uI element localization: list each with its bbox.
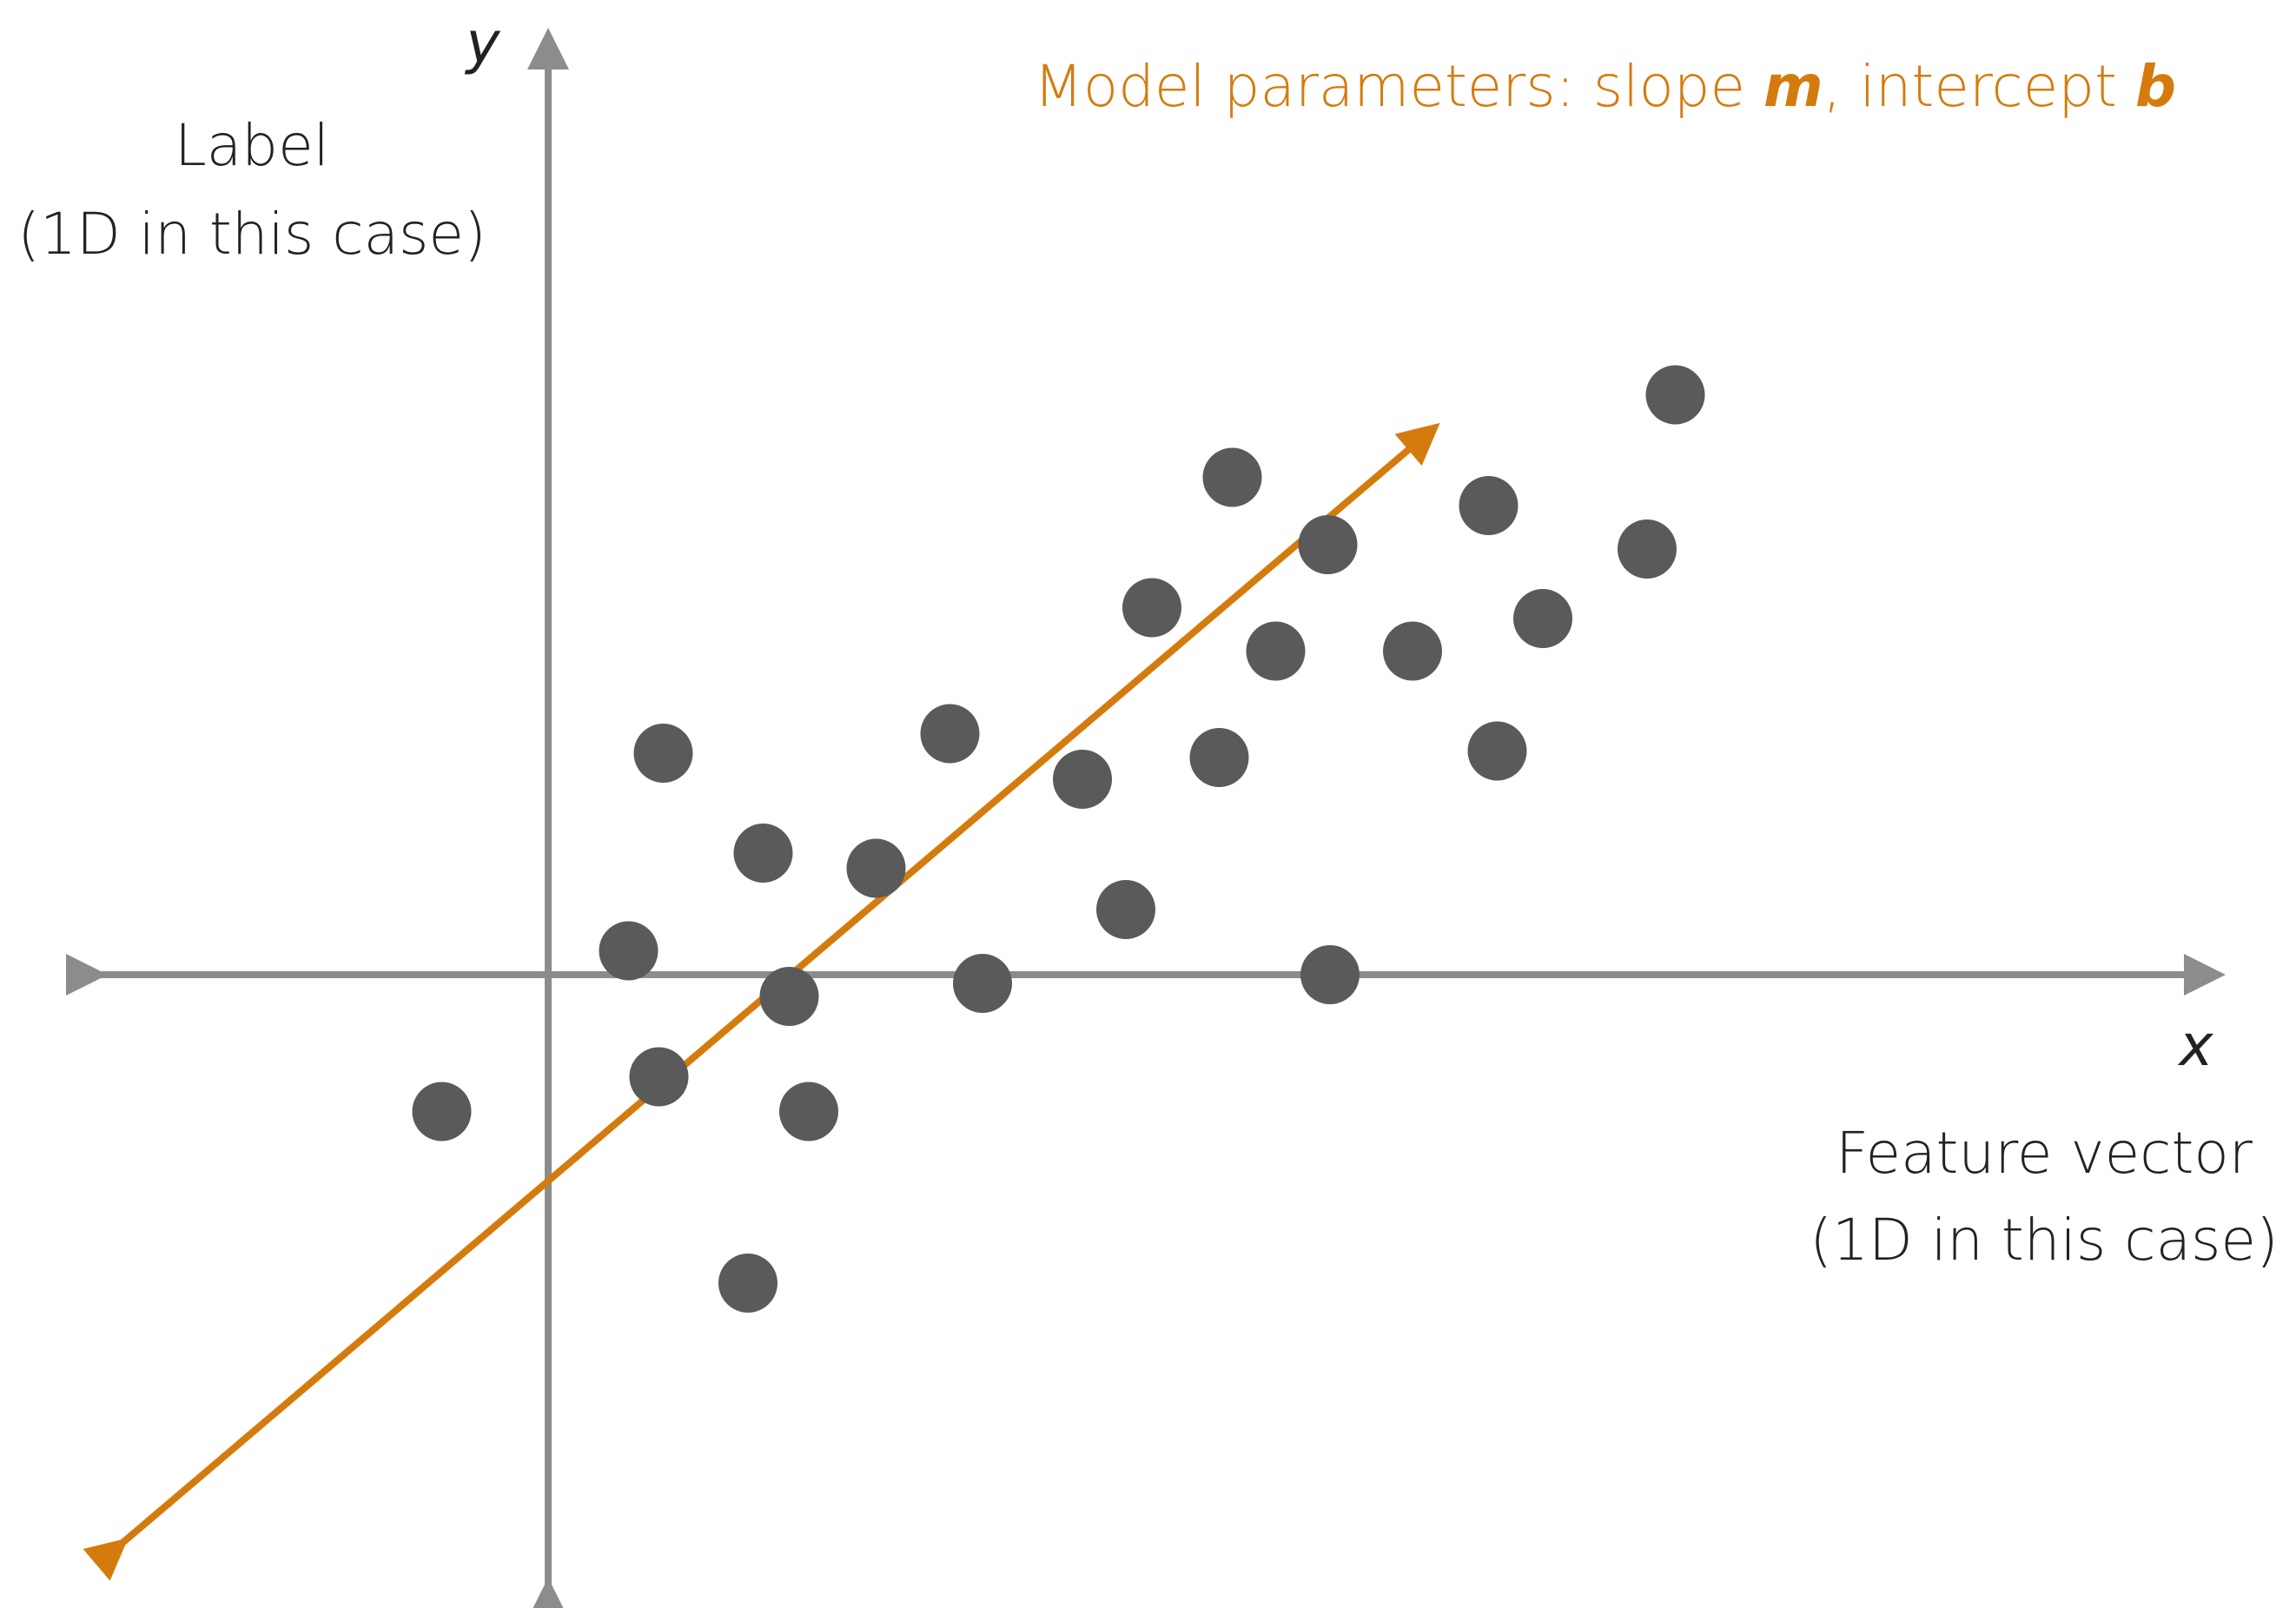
y-axis-title-line1: Label [175,112,329,179]
data-point-14 [1122,578,1181,638]
data-point-22 [1467,721,1527,781]
data-point-4 [629,1047,689,1107]
model-caption-prefix: Model parameters: slope [1034,53,1763,120]
model-caption-slope-symbol: m [1763,53,1823,120]
data-point-1 [412,1082,472,1141]
model-caption-intercept-symbol: b [2135,53,2176,120]
data-point-9 [846,838,906,898]
data-point-10 [920,704,980,764]
data-point-5 [733,824,793,883]
x-axis-title-line1: Feature vector [1836,1120,2253,1187]
data-point-16 [1202,447,1262,507]
data-point-8 [718,1254,777,1313]
data-point-13 [1096,880,1155,939]
data-point-18 [1298,515,1358,574]
data-point-11 [953,954,1012,1013]
y-axis-title-line2: (1D in this case) [17,201,486,268]
data-point-21 [1459,476,1519,535]
data-point-17 [1246,621,1306,681]
x-axis-title-line2: (1D in this case) [1810,1207,2279,1274]
data-point-23 [1513,589,1572,648]
data-point-20 [1383,621,1442,681]
data-points [412,365,1705,1313]
data-point-19 [1300,945,1360,1004]
data-point-2 [599,921,658,981]
data-point-12 [1053,750,1112,809]
data-point-7 [779,1082,838,1141]
model-caption-mid: , intercept [1823,53,2135,120]
data-point-24 [1618,519,1677,579]
data-point-6 [759,967,819,1026]
data-point-25 [1645,365,1705,425]
model-parameters-caption: Model parameters: slope m, intercept b [1034,53,2176,120]
data-point-3 [633,724,693,783]
x-axis-letter: x [2177,1012,2213,1079]
y-axis-letter: y [464,10,500,76]
data-point-15 [1189,728,1249,787]
